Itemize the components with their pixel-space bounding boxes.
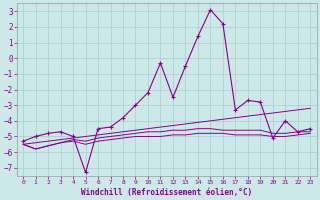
X-axis label: Windchill (Refroidissement éolien,°C): Windchill (Refroidissement éolien,°C) bbox=[81, 188, 252, 197]
